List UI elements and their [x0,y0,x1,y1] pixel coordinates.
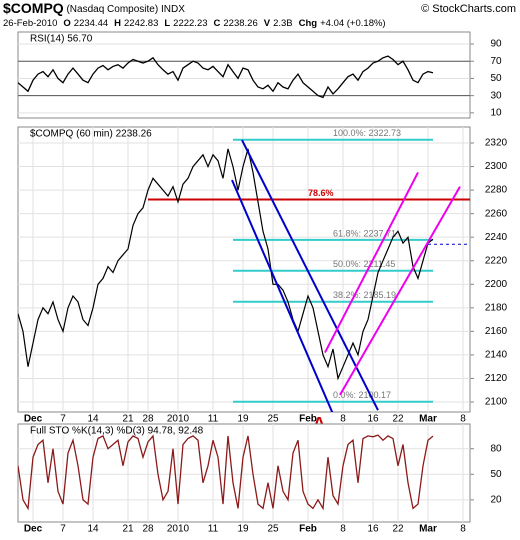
y-tick-label: 80 [490,443,502,454]
y-tick-label: 2320 [485,138,508,149]
x-tick-label: Dec [24,414,43,425]
y-tick-label: 2100 [485,397,508,408]
y-tick-label: 2280 [485,185,508,196]
x-tick-label: Dec [24,524,43,535]
legend-label: RSI(14) 56.70 [30,34,93,45]
quote-value: 2222.23 [173,18,207,29]
date: 26-Feb-2010 [3,18,57,29]
quote-value: 2238.26 [223,18,257,29]
series-line [18,148,434,381]
fib-label: 50.0%: 2211.45 [333,259,395,269]
legend-label: $COMPQ (60 min) 2238.26 [30,129,152,140]
y-tick-label: 2160 [485,326,508,337]
x-tick-label: 22 [392,524,404,535]
x-tick-label: 25 [267,414,279,425]
quote-line: 26-Feb-2010 O 2234.44 H 2242.83 L 2222.23 C 2238… [3,18,386,29]
legend-label: Full STO %K(14,3) %D(3) 94.78, 92.48 [30,426,204,437]
x-tick-label: 14 [87,414,99,425]
x-tick-label: Feb [299,414,317,425]
fib-label: 61.8%: 2237.71 [333,228,396,238]
symbol: $COMPQ [3,0,64,16]
fib-label: 0.0%: 2100.17 [333,390,391,400]
y-tick-label: 2140 [485,350,508,361]
y-tick-label: 50 [490,73,502,84]
quote-label: L [164,18,170,29]
x-tick-label: Mar [419,524,437,535]
header-title: $COMPQ (Nasdaq Composite) INDX [3,0,185,16]
x-tick-label: 25 [267,524,279,535]
quote-label: V [264,18,271,29]
credit: © StockCharts.com [421,3,516,15]
x-tick-label: 28 [142,524,154,535]
panel [17,423,471,523]
quote-label: Chg [299,18,318,29]
x-tick-label: 7 [60,524,66,535]
x-tick-label: 28 [142,414,154,425]
x-tick-label: 14 [87,524,99,535]
y-tick-label: 2240 [485,232,508,243]
x-tick-label: 21 [122,414,134,425]
series-line [18,55,434,99]
x-tick-label: 16 [367,414,379,425]
x-tick-label: 2010 [167,414,190,425]
trendline [339,186,461,396]
x-tick-label: Feb [299,524,317,535]
fib-label: 38.2%: 2185.19 [333,290,396,300]
y-tick-label: 50 [490,469,502,480]
y-tick-label: 20 [490,494,502,505]
exchange: INDX [161,4,185,15]
quote-value: +4.04 (+0.18%) [320,18,386,29]
y-tick-label: 90 [490,39,502,50]
panel [17,31,471,119]
y-tick-label: 2300 [485,161,508,172]
quote-label: C [214,18,221,29]
x-tick-label: 8 [460,524,466,535]
x-tick-label: 19 [237,524,249,535]
x-tick-label: 8 [460,414,466,425]
trendline [231,179,334,412]
plot [18,139,470,412]
x-tick-label: Mar [419,414,437,425]
x-tick-label: 11 [208,524,219,535]
x-tick-label: 19 [237,414,249,425]
plot [18,55,434,99]
fib-label: 78.6% [308,188,334,198]
quote-value: 2234.44 [74,18,108,29]
x-tick-label: 8 [340,414,346,425]
x-tick-label: 22 [392,414,404,425]
quote-value: 2242.83 [124,18,158,29]
series-line [18,434,434,511]
y-tick-label: 70 [490,56,502,67]
y-tick-label: 2120 [485,373,508,384]
x-tick-label: 21 [122,524,134,535]
y-tick-label: 2220 [485,255,508,266]
x-tick-label: 11 [208,414,219,425]
trendline [324,171,419,354]
y-tick-label: 2260 [485,208,508,219]
x-tick-label: 8 [340,524,346,535]
name: (Nasdaq Composite) [66,4,158,15]
y-tick-label: 30 [490,90,502,101]
y-tick-label: 10 [490,107,502,118]
x-tick-label: 2010 [167,524,190,535]
quote-label: O [63,18,70,29]
panel [17,126,471,413]
x-tick-label: 16 [367,524,379,535]
x-tick-label: 7 [60,414,66,425]
trendline [241,139,379,411]
fib-label: 100.0%: 2322.73 [333,128,401,138]
plot [18,434,434,511]
quote-label: H [114,18,121,29]
quote-value: 2.3B [273,18,293,29]
y-tick-label: 2200 [485,279,508,290]
y-tick-label: 2180 [485,302,508,313]
